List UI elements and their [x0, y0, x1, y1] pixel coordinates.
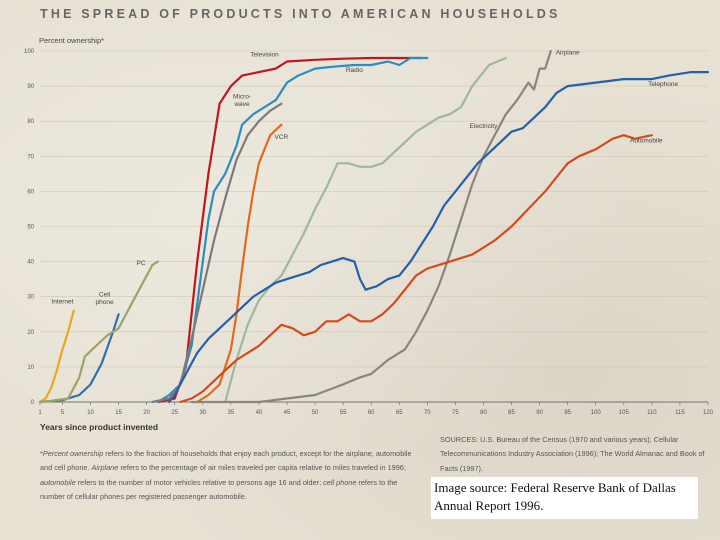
y-tick-label-40: 40: [27, 260, 34, 266]
sources-note: SOURCES: U.S. Bureau of the Census (1970…: [440, 435, 705, 473]
x-tick-label-100: 100: [591, 410, 602, 416]
series-labels: Internet Cell phone PC Television Radio Micro-…: [51, 50, 678, 307]
series-line-electricity: [224, 56, 507, 404]
x-tick-label-30: 30: [199, 410, 206, 416]
x-tick-label-115: 115: [675, 410, 685, 416]
y-tick-label-30: 30: [27, 295, 34, 301]
series-line-pc: [38, 260, 159, 404]
image-credit: Image source: Federal Reserve Bank of Da…: [431, 477, 698, 519]
y-tick-label-60: 60: [27, 189, 34, 195]
footnote: *Percent ownership refers to the fractio…: [40, 449, 412, 502]
x-tick-label-60: 60: [368, 410, 375, 416]
series-label-airplane: Airplane: [556, 50, 580, 57]
series-line-radio: [156, 56, 429, 404]
x-tick-label-65: 65: [396, 410, 403, 416]
series-line-television: [156, 56, 423, 404]
y-tick-label-100: 100: [24, 49, 35, 55]
series-line-telephone: [168, 71, 710, 404]
chart-title: THE SPREAD OF PRODUCTS INTO AMERICAN HOU…: [40, 7, 561, 21]
x-axis-ticks: 1 5 10 15 20 25 30 35 40 45 50 55 60 65 70 75 80 85 90 95 10…: [38, 402, 714, 416]
x-tick-label-105: 105: [619, 410, 630, 416]
y-tick-label-0: 0: [31, 400, 35, 406]
y-tick-label-90: 90: [27, 84, 34, 90]
series-line-internet: [38, 309, 75, 404]
y-tick-label-50: 50: [27, 225, 34, 231]
x-tick-label-20: 20: [143, 410, 150, 416]
x-tick-label-95: 95: [564, 410, 571, 416]
y-tick-label-10: 10: [27, 365, 34, 371]
x-tick-label-40: 40: [256, 410, 263, 416]
x-tick-label-80: 80: [480, 410, 487, 416]
series-label-automobile: Automobile: [630, 137, 663, 144]
series-label-radio: Radio: [346, 67, 363, 74]
x-tick-label-90: 90: [536, 410, 543, 416]
series-label-internet: Internet: [51, 299, 73, 306]
x-tick-label-55: 55: [340, 410, 347, 416]
y-axis-ticks: 0 10 20 30 40 50 60 70 80 90 100: [24, 49, 35, 406]
x-tick-label-10: 10: [87, 410, 94, 416]
series-label-television: Television: [250, 51, 279, 58]
series-line-vcr: [196, 123, 283, 404]
series-label-vcr: VCR: [275, 134, 289, 141]
x-tick-label-45: 45: [284, 410, 291, 416]
x-tick-label-120: 120: [703, 410, 714, 416]
series-lines: [38, 49, 710, 404]
series-line-microwave: [151, 102, 283, 404]
series-line-automobile: [179, 134, 653, 404]
x-tick-label-35: 35: [228, 410, 235, 416]
y-tick-label-70: 70: [27, 154, 34, 160]
x-tick-label-1: 1: [38, 410, 42, 416]
series-label-electricity: Electricity: [470, 123, 499, 130]
x-tick-label-85: 85: [508, 410, 515, 416]
y-axis-label: Percent ownership*: [39, 36, 104, 45]
x-tick-label-5: 5: [61, 410, 65, 416]
x-tick-label-110: 110: [647, 410, 657, 416]
x-axis-label: Years since product invented: [40, 422, 158, 432]
x-tick-label-15: 15: [115, 410, 122, 416]
y-tick-label-80: 80: [27, 119, 34, 125]
series-line-airplane: [190, 49, 552, 404]
series-label-cell-phone: Cell phone: [96, 292, 114, 307]
y-tick-label-20: 20: [27, 330, 34, 336]
series-label-telephone: Telephone: [648, 81, 678, 88]
series-label-pc: PC: [137, 260, 146, 267]
x-tick-label-50: 50: [312, 410, 319, 416]
gridlines: [40, 50, 708, 403]
x-tick-label-70: 70: [424, 410, 431, 416]
x-tick-label-25: 25: [171, 410, 178, 416]
series-label-microwave: Micro-wave: [233, 93, 251, 108]
x-tick-label-75: 75: [452, 410, 459, 416]
